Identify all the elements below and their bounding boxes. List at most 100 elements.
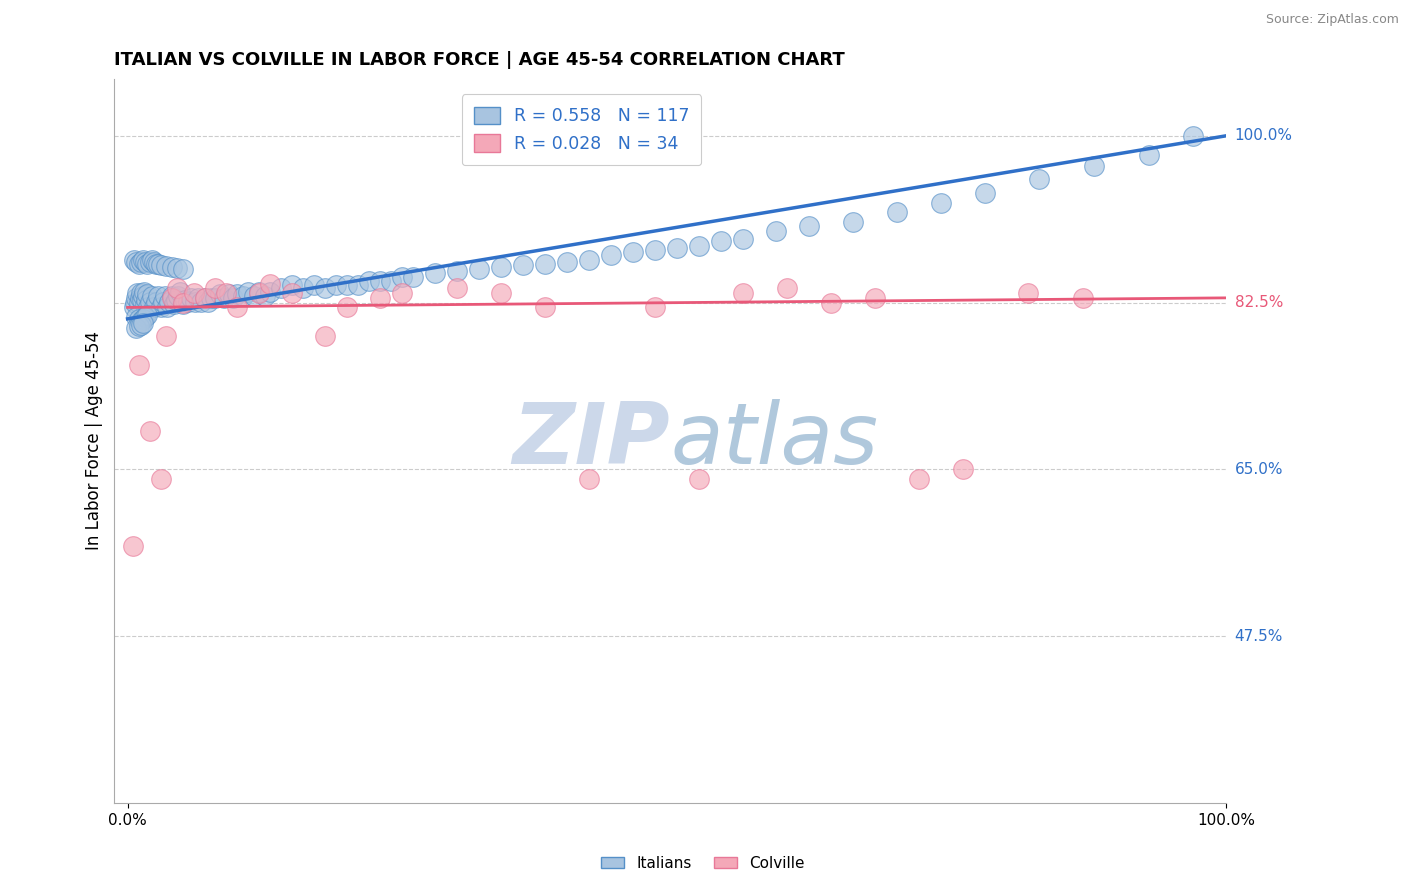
Text: 82.5%: 82.5% <box>1234 295 1282 310</box>
Point <box>797 219 820 234</box>
Point <box>238 285 260 300</box>
Point <box>253 289 276 303</box>
Point <box>134 298 156 312</box>
Point <box>127 286 149 301</box>
Point <box>163 296 186 310</box>
Point <box>222 291 245 305</box>
Point <box>125 321 148 335</box>
Text: Source: ZipAtlas.com: Source: ZipAtlas.com <box>1265 13 1399 27</box>
Point <box>1083 159 1105 173</box>
Point <box>160 291 183 305</box>
Point <box>204 281 226 295</box>
Point <box>446 281 468 295</box>
Point <box>226 287 249 301</box>
Point <box>555 254 578 268</box>
Point <box>148 289 170 303</box>
Point <box>391 269 413 284</box>
Point <box>165 293 187 307</box>
Point <box>183 294 205 309</box>
Point <box>177 294 200 309</box>
Point <box>134 254 156 268</box>
Point <box>180 291 202 305</box>
Point <box>226 301 249 315</box>
Point <box>820 295 842 310</box>
Text: 65.0%: 65.0% <box>1234 462 1284 477</box>
Point <box>148 258 170 272</box>
Point <box>731 286 754 301</box>
Point <box>336 301 359 315</box>
Point <box>368 274 391 288</box>
Point <box>122 252 145 267</box>
Point <box>124 295 146 310</box>
Point <box>600 248 623 262</box>
Point <box>149 301 172 315</box>
Point <box>621 245 644 260</box>
Point <box>136 256 159 270</box>
Point <box>688 239 710 253</box>
Text: atlas: atlas <box>671 400 879 483</box>
Point <box>129 314 152 328</box>
Point <box>152 294 174 309</box>
Point <box>145 256 167 270</box>
Point <box>314 281 336 295</box>
Point <box>141 252 163 267</box>
Point <box>886 205 908 219</box>
Point <box>665 241 688 255</box>
Point <box>172 262 194 277</box>
Point <box>929 195 952 210</box>
Point <box>952 462 974 476</box>
Point <box>489 260 512 275</box>
Point <box>129 286 152 301</box>
Point <box>292 281 315 295</box>
Point <box>143 254 166 268</box>
Point <box>765 224 787 238</box>
Point <box>149 259 172 273</box>
Point <box>157 294 180 309</box>
Point <box>204 291 226 305</box>
Point <box>336 277 359 292</box>
Point <box>172 296 194 310</box>
Point <box>132 252 155 267</box>
Point <box>270 281 292 295</box>
Point <box>644 243 666 257</box>
Point <box>243 289 266 303</box>
Point <box>125 310 148 324</box>
Point <box>172 295 194 310</box>
Point <box>368 291 391 305</box>
Point <box>578 252 600 267</box>
Point <box>347 277 370 292</box>
Point <box>534 256 557 270</box>
Point <box>359 274 381 288</box>
Point <box>973 186 995 200</box>
Point <box>281 286 304 301</box>
Point <box>143 301 166 315</box>
Point <box>128 256 150 270</box>
Point <box>160 289 183 303</box>
Point <box>128 319 150 334</box>
Point <box>776 281 799 295</box>
Point <box>153 289 176 303</box>
Point <box>468 262 491 277</box>
Point <box>391 286 413 301</box>
Point <box>145 294 167 309</box>
Point <box>259 277 281 291</box>
Point <box>259 285 281 300</box>
Point <box>132 285 155 300</box>
Point <box>128 311 150 326</box>
Point <box>138 294 160 309</box>
Point <box>155 260 177 274</box>
Point <box>731 232 754 246</box>
Point <box>141 289 163 303</box>
Point <box>132 289 155 303</box>
Point <box>129 318 152 332</box>
Point <box>122 301 145 315</box>
Text: ZIP: ZIP <box>513 400 671 483</box>
Point <box>907 472 929 486</box>
Text: ITALIAN VS COLVILLE IN LABOR FORCE | AGE 45-54 CORRELATION CHART: ITALIAN VS COLVILLE IN LABOR FORCE | AGE… <box>114 51 845 69</box>
Point <box>132 311 155 326</box>
Point <box>325 277 347 292</box>
Point <box>136 287 159 301</box>
Legend: R = 0.558   N = 117, R = 0.028   N = 34: R = 0.558 N = 117, R = 0.028 N = 34 <box>461 95 702 165</box>
Point <box>131 293 153 307</box>
Point <box>193 291 215 305</box>
